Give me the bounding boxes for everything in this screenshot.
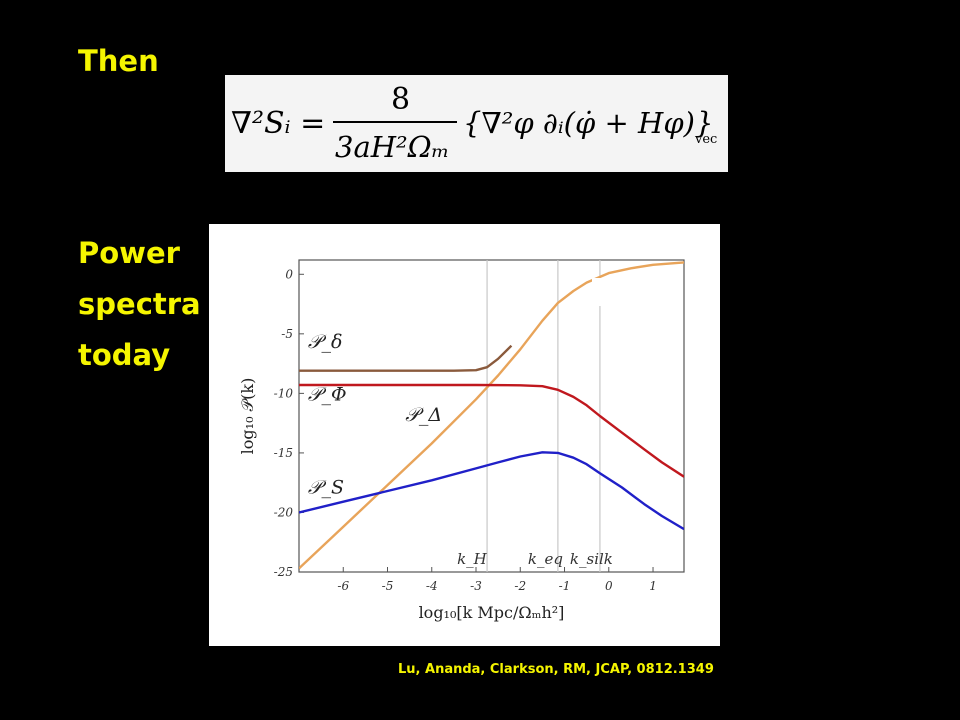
heading-line-3: today xyxy=(78,338,171,372)
citation: Lu, Ananda, Clarkson, RM, JCAP, 0812.134… xyxy=(398,662,714,677)
y-tick-label-3: -10 xyxy=(274,386,294,400)
series-line-1 xyxy=(299,344,513,372)
equation-subscript: vec xyxy=(694,132,717,147)
white-cover-wedge xyxy=(602,380,679,445)
series-label-3: 𝒫_Φ xyxy=(308,384,347,406)
equation-numerator: 8 xyxy=(391,82,410,117)
x-tick-label-8: 1 xyxy=(649,579,657,593)
y-tick-label-6: -25 xyxy=(274,565,293,579)
y-tick-label-1: 0 xyxy=(285,267,293,281)
heading-line-1: Power xyxy=(78,236,180,270)
y-axis-label: log₁₀ 𝒫(k) xyxy=(238,378,257,455)
slide-title: Then xyxy=(78,44,159,78)
x-tick-label-5: -2 xyxy=(514,579,526,593)
series-line-2 xyxy=(299,261,684,570)
equation-panel: ∇²Sᵢ = 8 3aH²Ωₘ {∇²φ ∂ᵢ(φ̇ + Hφ)} vec xyxy=(225,75,728,172)
series-label-4: 𝒫_S xyxy=(308,476,344,498)
x-tick-label-3: -4 xyxy=(426,579,438,593)
equation-denominator: 3aH²Ωₘ xyxy=(335,130,450,164)
y-tick-label-4: -15 xyxy=(274,446,293,460)
y-tick-label-2: -5 xyxy=(281,327,293,341)
y-tick-label-5: -20 xyxy=(274,505,294,519)
x-tick-label-6: -1 xyxy=(559,579,571,593)
equation-rhs: {∇²φ ∂ᵢ(φ̇ + Hφ)} xyxy=(463,106,713,140)
x-tick-label-1: -6 xyxy=(337,579,349,593)
x-tick-label-4: -3 xyxy=(470,579,482,593)
reference-label-1: k_H xyxy=(457,550,488,568)
series-line-3 xyxy=(299,383,684,478)
series-line-4 xyxy=(299,451,684,531)
plot-frame xyxy=(298,259,685,573)
reference-label-2: k_eq xyxy=(528,550,563,568)
equation-lhs: ∇²Sᵢ = xyxy=(231,106,325,141)
equation-svg: ∇²Sᵢ = 8 3aH²Ωₘ {∇²φ ∂ᵢ(φ̇ + Hφ)} vec xyxy=(231,82,717,164)
series-label-2: 𝒫_Δ xyxy=(405,404,442,426)
chart-svg: k_H k_eq k_silk-6 -5 -4 -3 -2 -1 0 10-5-10-15-20-… xyxy=(238,259,685,622)
left-heading: Power spectra today xyxy=(78,228,201,381)
x-axis-label: log₁₀[k Mpc/Ωₘh²] xyxy=(419,603,565,622)
heading-line-2: spectra xyxy=(78,287,201,321)
reference-label-3: k_silk xyxy=(570,550,613,568)
white-cover-patch xyxy=(592,278,682,306)
x-tick-label-2: -5 xyxy=(382,579,394,593)
x-tick-label-7: 0 xyxy=(605,579,613,593)
power-spectra-chart: k_H k_eq k_silk -6 -5 -4 -3 -2 -1 0 1 0 -5 -10 -15 -20-… xyxy=(209,224,720,646)
series-label-1: 𝒫_δ xyxy=(308,331,343,353)
